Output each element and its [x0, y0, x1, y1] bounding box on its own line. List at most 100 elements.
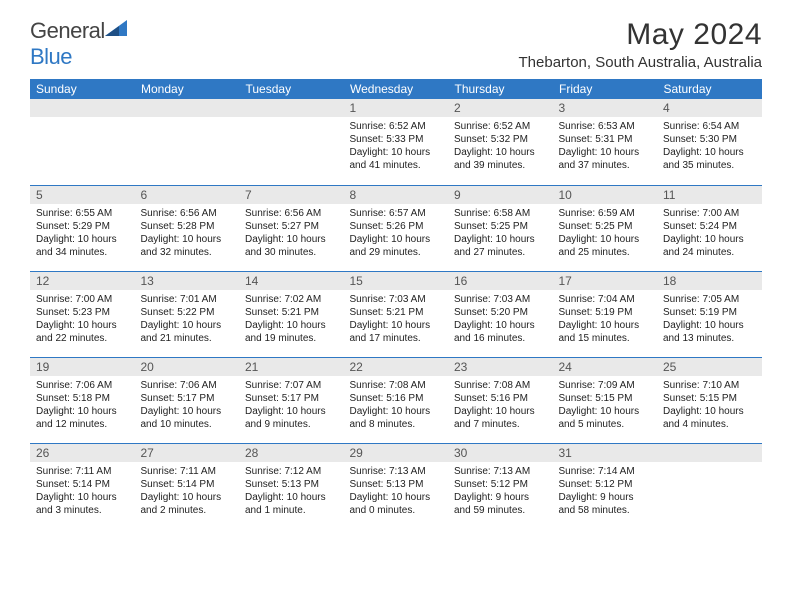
- daylight-line: Daylight: 10 hours and 25 minutes.: [559, 233, 652, 259]
- calendar-week-row: 19Sunrise: 7:06 AMSunset: 5:18 PMDayligh…: [30, 357, 762, 443]
- daylight-line: Daylight: 10 hours and 8 minutes.: [350, 405, 443, 431]
- day-number: 15: [344, 271, 449, 290]
- calendar-day-cell: 30Sunrise: 7:13 AMSunset: 5:12 PMDayligh…: [448, 443, 553, 529]
- sunset-line: Sunset: 5:23 PM: [36, 306, 129, 319]
- sunrise-line: Sunrise: 6:59 AM: [559, 207, 652, 220]
- daylight-line: Daylight: 10 hours and 15 minutes.: [559, 319, 652, 345]
- sunrise-line: Sunrise: 6:55 AM: [36, 207, 129, 220]
- weekday-header: Friday: [553, 79, 658, 99]
- sunrise-line: Sunrise: 7:09 AM: [559, 379, 652, 392]
- sunrise-line: Sunrise: 7:12 AM: [245, 465, 338, 478]
- month-title: May 2024: [519, 18, 762, 52]
- weekday-header: Wednesday: [344, 79, 449, 99]
- sunset-line: Sunset: 5:26 PM: [350, 220, 443, 233]
- calendar-day-cell: 11Sunrise: 7:00 AMSunset: 5:24 PMDayligh…: [657, 185, 762, 271]
- daylight-line: Daylight: 10 hours and 5 minutes.: [559, 405, 652, 431]
- brand-name: General Blue: [30, 18, 127, 70]
- calendar-table: Sunday Monday Tuesday Wednesday Thursday…: [30, 79, 762, 529]
- calendar-week-row: 5Sunrise: 6:55 AMSunset: 5:29 PMDaylight…: [30, 185, 762, 271]
- calendar-day-cell: 25Sunrise: 7:10 AMSunset: 5:15 PMDayligh…: [657, 357, 762, 443]
- day-details: Sunrise: 7:14 AMSunset: 5:12 PMDaylight:…: [553, 462, 658, 521]
- calendar-week-row: 12Sunrise: 7:00 AMSunset: 5:23 PMDayligh…: [30, 271, 762, 357]
- day-details: [135, 117, 240, 167]
- daylight-line: Daylight: 10 hours and 17 minutes.: [350, 319, 443, 345]
- calendar-day-cell: 13Sunrise: 7:01 AMSunset: 5:22 PMDayligh…: [135, 271, 240, 357]
- calendar-day-cell: 21Sunrise: 7:07 AMSunset: 5:17 PMDayligh…: [239, 357, 344, 443]
- weekday-header: Sunday: [30, 79, 135, 99]
- daylight-line: Daylight: 10 hours and 22 minutes.: [36, 319, 129, 345]
- sunrise-line: Sunrise: 7:08 AM: [350, 379, 443, 392]
- sunset-line: Sunset: 5:20 PM: [454, 306, 547, 319]
- calendar-body: 1Sunrise: 6:52 AMSunset: 5:33 PMDaylight…: [30, 99, 762, 529]
- sunset-line: Sunset: 5:31 PM: [559, 133, 652, 146]
- sunset-line: Sunset: 5:13 PM: [350, 478, 443, 491]
- day-number: 18: [657, 271, 762, 290]
- day-details: Sunrise: 6:54 AMSunset: 5:30 PMDaylight:…: [657, 117, 762, 176]
- day-details: Sunrise: 7:00 AMSunset: 5:24 PMDaylight:…: [657, 204, 762, 263]
- calendar-day-cell: 8Sunrise: 6:57 AMSunset: 5:26 PMDaylight…: [344, 185, 449, 271]
- day-details: Sunrise: 7:10 AMSunset: 5:15 PMDaylight:…: [657, 376, 762, 435]
- daylight-line: Daylight: 10 hours and 16 minutes.: [454, 319, 547, 345]
- daylight-line: Daylight: 10 hours and 24 minutes.: [663, 233, 756, 259]
- day-details: Sunrise: 7:08 AMSunset: 5:16 PMDaylight:…: [448, 376, 553, 435]
- day-details: Sunrise: 7:13 AMSunset: 5:13 PMDaylight:…: [344, 462, 449, 521]
- sunset-line: Sunset: 5:30 PM: [663, 133, 756, 146]
- daylight-line: Daylight: 10 hours and 37 minutes.: [559, 146, 652, 172]
- sunrise-line: Sunrise: 7:13 AM: [350, 465, 443, 478]
- weekday-header: Saturday: [657, 79, 762, 99]
- day-details: Sunrise: 6:56 AMSunset: 5:27 PMDaylight:…: [239, 204, 344, 263]
- daylight-line: Daylight: 10 hours and 0 minutes.: [350, 491, 443, 517]
- sunset-line: Sunset: 5:27 PM: [245, 220, 338, 233]
- calendar-day-cell: 16Sunrise: 7:03 AMSunset: 5:20 PMDayligh…: [448, 271, 553, 357]
- sunrise-line: Sunrise: 7:04 AM: [559, 293, 652, 306]
- calendar-page: General Blue May 2024 Thebarton, South A…: [0, 0, 792, 541]
- calendar-day-cell: 10Sunrise: 6:59 AMSunset: 5:25 PMDayligh…: [553, 185, 658, 271]
- calendar-day-cell: 3Sunrise: 6:53 AMSunset: 5:31 PMDaylight…: [553, 99, 658, 185]
- sunrise-line: Sunrise: 6:52 AM: [350, 120, 443, 133]
- calendar-day-cell: 15Sunrise: 7:03 AMSunset: 5:21 PMDayligh…: [344, 271, 449, 357]
- daylight-line: Daylight: 10 hours and 2 minutes.: [141, 491, 234, 517]
- day-details: Sunrise: 7:06 AMSunset: 5:17 PMDaylight:…: [135, 376, 240, 435]
- day-number: 9: [448, 185, 553, 204]
- sunrise-line: Sunrise: 7:02 AM: [245, 293, 338, 306]
- sunset-line: Sunset: 5:12 PM: [454, 478, 547, 491]
- daylight-line: Daylight: 10 hours and 4 minutes.: [663, 405, 756, 431]
- day-number: [30, 99, 135, 117]
- day-details: Sunrise: 6:57 AMSunset: 5:26 PMDaylight:…: [344, 204, 449, 263]
- daylight-line: Daylight: 10 hours and 32 minutes.: [141, 233, 234, 259]
- day-number: 27: [135, 443, 240, 462]
- daylight-line: Daylight: 10 hours and 21 minutes.: [141, 319, 234, 345]
- daylight-line: Daylight: 10 hours and 27 minutes.: [454, 233, 547, 259]
- sunrise-line: Sunrise: 7:10 AM: [663, 379, 756, 392]
- calendar-week-row: 26Sunrise: 7:11 AMSunset: 5:14 PMDayligh…: [30, 443, 762, 529]
- calendar-day-cell: 7Sunrise: 6:56 AMSunset: 5:27 PMDaylight…: [239, 185, 344, 271]
- sunrise-line: Sunrise: 7:06 AM: [141, 379, 234, 392]
- day-number: 26: [30, 443, 135, 462]
- sunset-line: Sunset: 5:19 PM: [663, 306, 756, 319]
- day-number: 7: [239, 185, 344, 204]
- day-number: [135, 99, 240, 117]
- brand-name-b: Blue: [30, 44, 72, 69]
- calendar-day-cell: [239, 99, 344, 185]
- day-details: Sunrise: 7:12 AMSunset: 5:13 PMDaylight:…: [239, 462, 344, 521]
- day-number: 17: [553, 271, 658, 290]
- location-label: Thebarton, South Australia, Australia: [519, 54, 762, 71]
- daylight-line: Daylight: 10 hours and 10 minutes.: [141, 405, 234, 431]
- day-number: [657, 443, 762, 462]
- sunset-line: Sunset: 5:14 PM: [141, 478, 234, 491]
- calendar-day-cell: 12Sunrise: 7:00 AMSunset: 5:23 PMDayligh…: [30, 271, 135, 357]
- daylight-line: Daylight: 10 hours and 7 minutes.: [454, 405, 547, 431]
- day-details: Sunrise: 7:09 AMSunset: 5:15 PMDaylight:…: [553, 376, 658, 435]
- calendar-day-cell: 26Sunrise: 7:11 AMSunset: 5:14 PMDayligh…: [30, 443, 135, 529]
- calendar-day-cell: 6Sunrise: 6:56 AMSunset: 5:28 PMDaylight…: [135, 185, 240, 271]
- calendar-day-cell: 28Sunrise: 7:12 AMSunset: 5:13 PMDayligh…: [239, 443, 344, 529]
- day-number: 19: [30, 357, 135, 376]
- daylight-line: Daylight: 10 hours and 19 minutes.: [245, 319, 338, 345]
- sunset-line: Sunset: 5:32 PM: [454, 133, 547, 146]
- sunset-line: Sunset: 5:33 PM: [350, 133, 443, 146]
- sunrise-line: Sunrise: 7:00 AM: [36, 293, 129, 306]
- sunset-line: Sunset: 5:16 PM: [454, 392, 547, 405]
- brand-logo: General Blue: [30, 18, 127, 70]
- daylight-line: Daylight: 10 hours and 30 minutes.: [245, 233, 338, 259]
- sunrise-line: Sunrise: 7:14 AM: [559, 465, 652, 478]
